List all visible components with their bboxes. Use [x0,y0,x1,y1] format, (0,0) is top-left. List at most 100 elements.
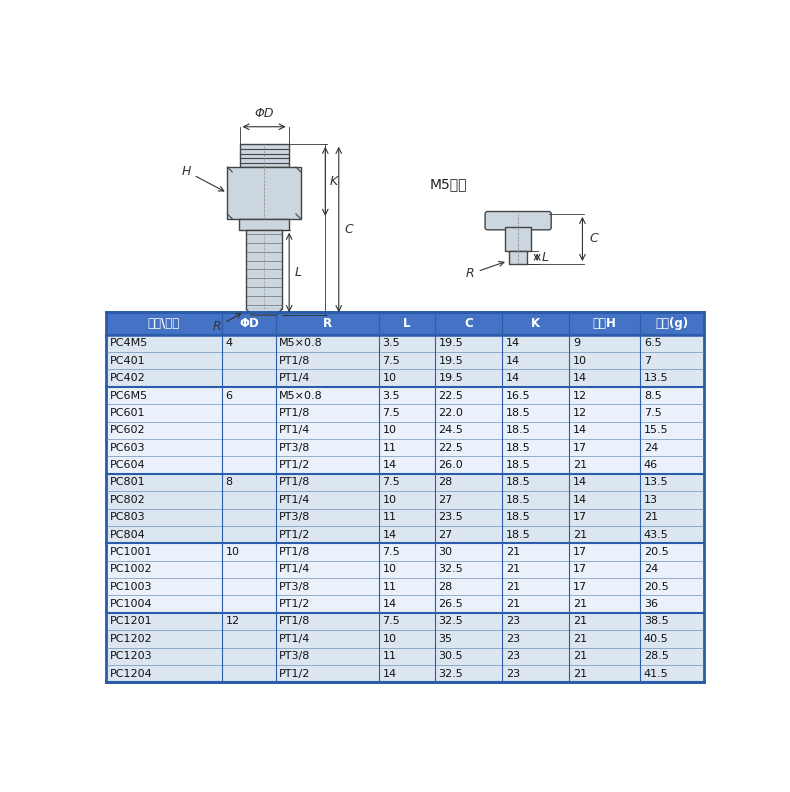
Text: 10: 10 [226,547,239,557]
Text: PT1/2: PT1/2 [280,599,310,609]
Text: 21: 21 [573,599,587,609]
Text: PT1/2: PT1/2 [280,530,310,539]
Bar [239,144,288,167]
Text: 28.5: 28.5 [644,651,668,661]
Text: 17: 17 [573,547,587,557]
Text: 43.5: 43.5 [644,530,668,539]
Text: 21: 21 [506,565,520,574]
Text: 28: 28 [438,478,453,487]
Text: ΦD: ΦD [254,107,274,120]
Text: 22.5: 22.5 [438,390,463,401]
Text: 30: 30 [438,547,453,557]
Text: 32.5: 32.5 [438,616,463,626]
Text: 對邊H: 對邊H [592,317,617,329]
Text: PC1004: PC1004 [110,599,152,609]
Text: 19.5: 19.5 [438,373,463,383]
Text: 15.5: 15.5 [644,425,668,436]
Text: C: C [589,233,598,246]
Text: 26.0: 26.0 [438,460,463,470]
Text: R: R [322,317,332,329]
Text: 18.5: 18.5 [506,495,530,505]
Bar [106,369,704,386]
Text: PC604: PC604 [110,460,145,470]
Text: 23: 23 [506,616,520,626]
Bar [106,439,704,456]
Text: 21: 21 [573,460,587,470]
Text: 32.5: 32.5 [438,565,463,574]
Bar [239,219,289,230]
Text: 21: 21 [573,651,587,661]
Text: L: L [403,317,411,329]
Text: 20.5: 20.5 [644,547,668,557]
Text: PT1/8: PT1/8 [280,356,310,366]
Text: 17: 17 [573,565,587,574]
Text: M5規格: M5規格 [430,177,467,191]
Text: 38.5: 38.5 [644,616,668,626]
Text: C: C [344,223,353,236]
Text: 4: 4 [226,338,233,348]
Text: 7.5: 7.5 [382,478,401,487]
Text: 27: 27 [438,530,453,539]
Text: 8.5: 8.5 [644,390,661,401]
Text: 41.5: 41.5 [644,668,668,679]
Text: 3.5: 3.5 [382,338,400,348]
Bar [106,456,704,474]
Text: 23: 23 [506,634,520,644]
Text: R: R [466,261,504,280]
Text: 14: 14 [573,495,587,505]
Text: 21: 21 [573,530,587,539]
Bar [509,250,528,264]
Text: 14: 14 [382,460,397,470]
Text: 21: 21 [506,547,520,557]
Text: PT1/4: PT1/4 [280,495,310,505]
Text: 9: 9 [573,338,580,348]
Text: 7: 7 [644,356,651,366]
Text: 23: 23 [506,668,520,679]
Text: 22.5: 22.5 [438,443,463,453]
Text: 24.5: 24.5 [438,425,463,436]
Text: PC601: PC601 [110,408,145,418]
Text: PC1003: PC1003 [110,581,152,592]
Text: 19.5: 19.5 [438,338,463,348]
Bar [106,474,704,491]
Text: 14: 14 [573,373,587,383]
Text: PT1/2: PT1/2 [280,668,310,679]
Text: PC1002: PC1002 [110,565,152,574]
Text: 20.5: 20.5 [644,581,668,592]
Text: PC402: PC402 [110,373,145,383]
Text: 7.5: 7.5 [382,356,401,366]
Text: 17: 17 [573,443,587,453]
Bar [106,508,704,526]
Text: 32.5: 32.5 [438,668,463,679]
Text: M5×0.8: M5×0.8 [280,338,323,348]
Text: 21: 21 [573,634,587,644]
Bar [106,665,704,683]
Text: PT3/8: PT3/8 [280,581,310,592]
Bar [106,491,704,508]
Bar [106,596,704,613]
Text: PC1202: PC1202 [110,634,152,644]
Text: 10: 10 [573,356,587,366]
Text: 16.5: 16.5 [506,390,530,401]
Bar [106,613,704,630]
Text: 11: 11 [382,651,397,661]
Bar [106,311,704,335]
Text: 10: 10 [382,565,397,574]
Text: 14: 14 [573,425,587,436]
Text: 18.5: 18.5 [506,478,530,487]
Text: 17: 17 [573,581,587,592]
Text: PC602: PC602 [110,425,145,436]
Text: 7.5: 7.5 [644,408,661,418]
Text: 11: 11 [382,581,397,592]
Bar [106,404,704,421]
Text: PT1/4: PT1/4 [280,373,310,383]
Text: R: R [213,314,241,333]
Text: 21: 21 [506,599,520,609]
Text: K: K [531,317,540,329]
Text: 12: 12 [573,390,587,401]
Bar [106,648,704,665]
Text: PC804: PC804 [110,530,145,539]
Text: 10: 10 [382,373,397,383]
Text: 14: 14 [506,373,520,383]
Text: 18.5: 18.5 [506,460,530,470]
